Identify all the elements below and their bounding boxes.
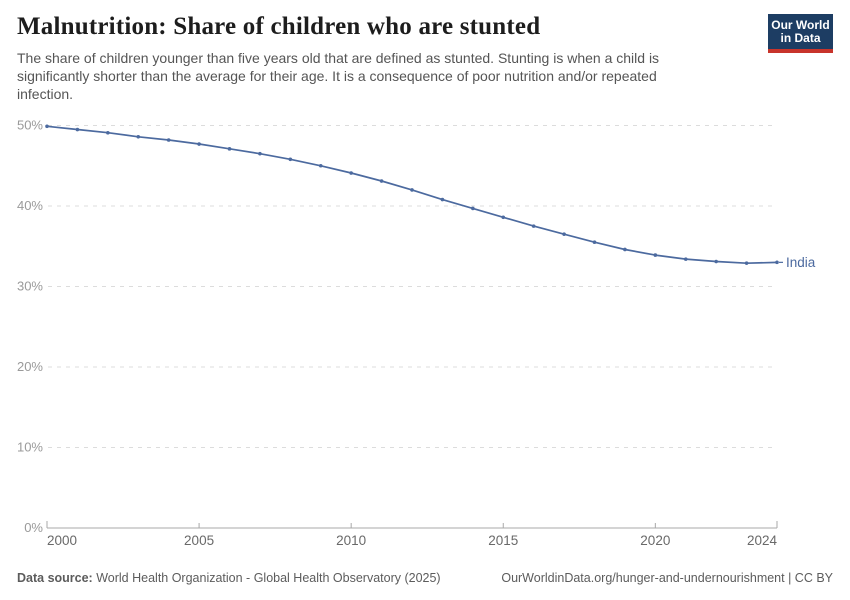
data-point[interactable] [562,232,566,236]
data-point[interactable] [410,188,414,192]
x-axis-label: 2015 [488,533,518,548]
data-point[interactable] [106,130,110,135]
chart-footer: Data source: World Health Organization -… [17,571,833,585]
x-axis-label: 2010 [336,533,366,548]
data-point[interactable] [683,257,688,261]
trend-line[interactable] [46,125,778,265]
y-axis-label: 0% [24,520,43,535]
line-chart-canvas[interactable]: 0% 10% 20% 30% 40% 50% 2000 2005 2010 2015 2020 202… [0,110,850,560]
chart-subtitle: The share of children younger than five … [17,49,660,103]
chart-title: Malnutrition: Share of children who are … [17,13,541,40]
data-point[interactable] [318,163,323,168]
y-axis-label: 40% [17,198,43,213]
data-point[interactable] [440,197,445,202]
owid-logo-line2: in Data [780,31,821,45]
owid-logo-line1: Our World [771,18,830,32]
x-axis-label: 2024 [747,533,778,548]
data-point[interactable] [592,240,597,245]
owid-logo[interactable]: Our World in Data [768,14,833,53]
data-point[interactable] [775,260,779,265]
data-source-value: World Health Organization - Global Healt… [96,571,441,585]
data-point[interactable] [197,142,201,146]
y-axis-label: 30% [17,279,43,294]
data-point[interactable] [714,259,718,264]
data-point[interactable] [75,127,80,132]
line-chart-area: 0% 10% 20% 30% 40% 50% 2000 2005 2010 2015 2020 202… [0,110,850,560]
chart-header: Malnutrition: Share of children who are … [0,0,850,103]
data-source-label: Data source: [17,571,93,585]
y-axis-label: 50% [17,118,43,133]
x-axis-label: 2020 [640,533,670,548]
data-point[interactable] [258,151,262,156]
y-axis-label: 10% [17,440,43,455]
data-point[interactable] [531,224,536,228]
data-point[interactable] [501,215,506,220]
data-source-note: Data source: World Health Organization -… [17,571,441,585]
data-point[interactable] [349,171,353,175]
data-point[interactable] [227,147,232,151]
data-point[interactable] [471,206,475,211]
x-axis-label: 2005 [184,533,214,548]
data-point[interactable] [653,253,658,257]
data-point[interactable] [379,179,384,183]
x-axis-label: 2000 [47,533,77,548]
data-point[interactable] [45,124,49,129]
data-point[interactable] [166,138,171,142]
series-end-label[interactable]: India [786,255,816,270]
footer-link[interactable]: OurWorldinData.org/hunger-and-undernouri… [501,571,833,585]
data-point[interactable] [744,261,749,265]
data-point[interactable] [623,247,627,252]
data-point[interactable] [136,134,141,139]
data-point[interactable] [288,157,293,162]
y-axis-label: 20% [17,359,43,374]
